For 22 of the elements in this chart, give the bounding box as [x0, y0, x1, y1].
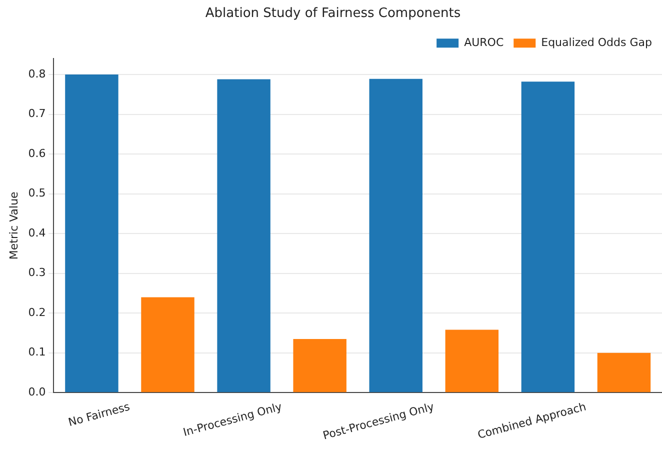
legend-label: Equalized Odds Gap — [541, 36, 652, 49]
y-tick-label: 0.6 — [28, 146, 46, 160]
y-tick-label: 0.0 — [28, 385, 46, 398]
bar — [217, 79, 270, 392]
bar — [369, 78, 422, 392]
y-tick-label: 0.3 — [28, 266, 46, 280]
x-tick-label: No Fairness — [66, 400, 132, 430]
y-axis-title: Metric Value — [7, 191, 20, 260]
y-tick-label: 0.4 — [28, 226, 46, 240]
bar — [445, 330, 499, 392]
bar — [597, 352, 651, 392]
chart-title: Ablation Study of Fairness Components — [205, 6, 461, 22]
y-tick-label: 0.8 — [28, 67, 46, 80]
y-tick-label: 0.2 — [28, 306, 46, 319]
bar — [293, 338, 346, 392]
bar — [521, 82, 575, 392]
legend-label: AUROC — [464, 36, 504, 49]
bar — [65, 74, 118, 392]
bar — [141, 297, 194, 392]
y-tick-label: 0.1 — [28, 346, 46, 359]
y-tick-label: 0.7 — [28, 107, 46, 120]
y-tick-label: 0.5 — [28, 186, 46, 200]
